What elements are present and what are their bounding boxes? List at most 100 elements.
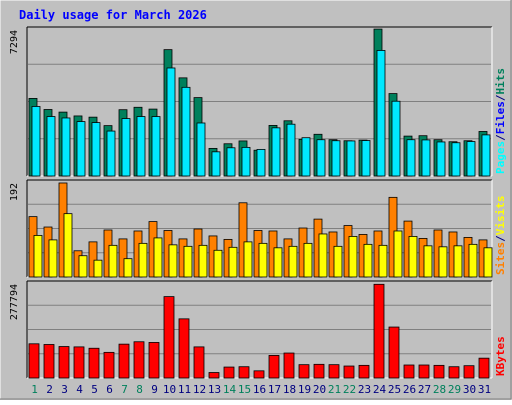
bar-kbytes-day-2 xyxy=(43,344,55,379)
x-tick-label-18: 18 xyxy=(283,383,296,396)
x-tick-label-14: 14 xyxy=(223,383,237,396)
x-tick-label-22: 22 xyxy=(343,383,356,396)
bar-kbytes-day-29 xyxy=(448,366,460,379)
bar-kbytes-day-25 xyxy=(388,326,400,379)
x-tick-label-28: 28 xyxy=(433,383,446,396)
bar-sites-day-1 xyxy=(33,235,43,278)
bar-sites-day-22 xyxy=(348,236,358,278)
bar-sites-day-27 xyxy=(423,245,433,278)
bar-kbytes-day-12 xyxy=(193,346,205,379)
x-tick-label-21: 21 xyxy=(328,383,341,396)
bar-sites-day-6 xyxy=(108,244,118,278)
bar-kbytes-day-15 xyxy=(238,366,250,379)
bar-files-day-9 xyxy=(151,116,161,177)
bar-files-day-20 xyxy=(316,139,326,177)
bar-sites-day-28 xyxy=(438,246,448,278)
bar-kbytes-day-8 xyxy=(133,341,145,379)
x-tick-label-23: 23 xyxy=(358,383,371,396)
bar-files-day-4 xyxy=(76,121,86,177)
bar-kbytes-day-23 xyxy=(358,364,370,379)
bar-files-day-26 xyxy=(406,139,416,177)
bar-kbytes-day-28 xyxy=(433,364,445,379)
y-max-label: 277794 xyxy=(9,284,20,320)
x-tick-label-16: 16 xyxy=(253,383,266,396)
x-tick-label-12: 12 xyxy=(193,383,206,396)
bar-sites-day-31 xyxy=(483,247,493,278)
bar-files-day-17 xyxy=(271,127,281,177)
bar-sites-day-18 xyxy=(288,245,298,278)
x-tick-label-4: 4 xyxy=(76,383,83,396)
bar-kbytes-day-7 xyxy=(118,343,130,379)
bar-sites-day-16 xyxy=(258,242,268,278)
bar-sites-day-25 xyxy=(393,230,403,278)
bar-files-day-7 xyxy=(121,118,131,177)
bar-sites-day-26 xyxy=(408,236,418,278)
bar-files-day-3 xyxy=(61,117,71,177)
bar-files-day-6 xyxy=(106,130,116,177)
bar-sites-day-3 xyxy=(63,213,73,278)
bar-kbytes-day-21 xyxy=(328,364,340,379)
bar-visits-day-7 xyxy=(118,238,128,278)
bar-sites-day-12 xyxy=(198,244,208,278)
bar-sites-day-8 xyxy=(138,242,148,278)
bar-files-day-25 xyxy=(391,100,401,177)
bar-kbytes-day-17 xyxy=(268,355,280,379)
x-tick-label-26: 26 xyxy=(403,383,416,396)
bar-sites-day-30 xyxy=(468,243,478,278)
panel-visits_sites: 192 Sites/Visits xyxy=(9,179,507,278)
bar-sites-day-23 xyxy=(363,243,373,278)
x-tick-label-25: 25 xyxy=(388,383,401,396)
x-tick-label-15: 15 xyxy=(238,383,251,396)
bar-files-day-28 xyxy=(436,141,446,177)
bar-files-day-5 xyxy=(91,122,101,177)
x-tick-label-2: 2 xyxy=(46,383,53,396)
bar-files-day-14 xyxy=(226,147,236,177)
bar-files-day-13 xyxy=(211,151,221,177)
bar-kbytes-day-5 xyxy=(88,347,100,379)
y-axis-label-part: Hits xyxy=(494,68,507,95)
y-max-label: 7294 xyxy=(9,30,20,54)
bars-visits_sites xyxy=(28,182,493,278)
bar-kbytes-day-9 xyxy=(148,342,160,379)
bar-sites-day-15 xyxy=(243,241,253,278)
bar-files-day-29 xyxy=(451,142,461,177)
x-tick-label-17: 17 xyxy=(268,383,281,396)
bar-kbytes-day-1 xyxy=(28,343,40,379)
bar-kbytes-day-31 xyxy=(478,357,490,379)
y-axis-label-part: / xyxy=(494,235,507,242)
x-tick-label-9: 9 xyxy=(151,383,158,396)
bar-sites-day-4 xyxy=(78,255,88,278)
bar-files-day-18 xyxy=(286,123,296,177)
bar-sites-day-10 xyxy=(168,244,178,278)
y-axis-label: Pages/Files/Hits xyxy=(494,68,507,174)
bar-kbytes-day-16 xyxy=(253,370,265,379)
bar-files-day-27 xyxy=(421,139,431,177)
bar-sites-day-17 xyxy=(273,247,283,278)
bar-sites-day-13 xyxy=(213,249,223,278)
bar-kbytes-day-13 xyxy=(208,372,220,379)
bar-visits-day-5 xyxy=(88,241,98,278)
bar-kbytes-day-18 xyxy=(283,352,295,379)
bar-sites-day-19 xyxy=(303,242,313,278)
y-axis-label-part: Sites xyxy=(494,242,507,275)
panel-hits_files_pages: 7294 Pages/Files/Hits xyxy=(9,26,507,177)
bar-kbytes-day-22 xyxy=(343,365,355,379)
x-tick-label-8: 8 xyxy=(136,383,143,396)
y-axis-label-part: Visits xyxy=(494,196,507,236)
x-tick-label-29: 29 xyxy=(448,383,461,396)
bar-kbytes-day-11 xyxy=(178,318,190,379)
bar-files-day-22 xyxy=(346,140,356,177)
x-tick-label-1: 1 xyxy=(31,383,38,396)
x-tick-label-24: 24 xyxy=(373,383,387,396)
x-tick-label-27: 27 xyxy=(418,383,431,396)
bar-files-day-10 xyxy=(166,67,176,177)
bar-sites-day-9 xyxy=(153,237,163,278)
bar-files-day-11 xyxy=(181,86,191,177)
bar-files-day-12 xyxy=(196,122,206,177)
bar-kbytes-day-6 xyxy=(103,351,115,379)
y-axis-label-part: Pages xyxy=(494,141,507,174)
x-tick-label-3: 3 xyxy=(61,383,68,396)
bar-files-day-30 xyxy=(466,141,476,177)
